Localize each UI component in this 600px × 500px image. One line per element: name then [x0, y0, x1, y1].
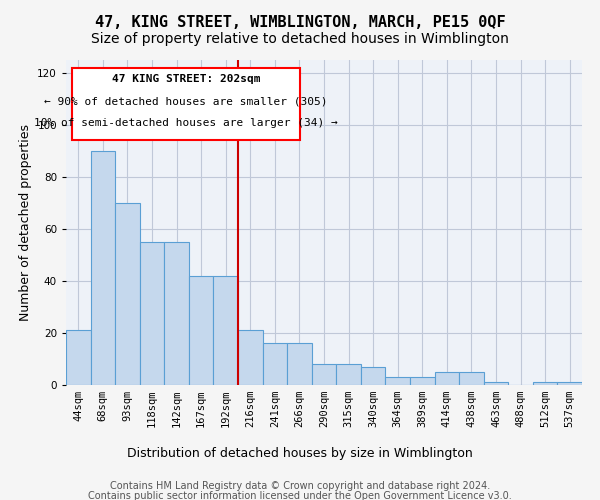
Text: 47 KING STREET: 202sqm: 47 KING STREET: 202sqm [112, 74, 260, 84]
Bar [557, 382, 582, 385]
Y-axis label: Number of detached properties: Number of detached properties [19, 124, 32, 321]
Bar [361, 367, 385, 385]
Text: Contains HM Land Registry data © Crown copyright and database right 2024.: Contains HM Land Registry data © Crown c… [110, 481, 490, 491]
Bar [410, 377, 434, 385]
Bar [385, 377, 410, 385]
Bar [484, 382, 508, 385]
Text: 10% of semi-detached houses are larger (34) →: 10% of semi-detached houses are larger (… [34, 118, 338, 128]
Text: Contains public sector information licensed under the Open Government Licence v3: Contains public sector information licen… [88, 491, 512, 500]
Bar [336, 364, 361, 385]
Text: Size of property relative to detached houses in Wimblington: Size of property relative to detached ho… [91, 32, 509, 46]
Text: Distribution of detached houses by size in Wimblington: Distribution of detached houses by size … [127, 448, 473, 460]
Bar [140, 242, 164, 385]
Bar [263, 344, 287, 385]
Bar [164, 242, 189, 385]
Bar [238, 330, 263, 385]
Text: 47, KING STREET, WIMBLINGTON, MARCH, PE15 0QF: 47, KING STREET, WIMBLINGTON, MARCH, PE1… [95, 15, 505, 30]
Bar [189, 276, 214, 385]
Bar [287, 344, 312, 385]
Bar [115, 203, 140, 385]
Bar [434, 372, 459, 385]
Text: ← 90% of detached houses are smaller (305): ← 90% of detached houses are smaller (30… [44, 96, 328, 106]
Bar [91, 151, 115, 385]
Bar [459, 372, 484, 385]
Bar [66, 330, 91, 385]
Bar [533, 382, 557, 385]
Bar [312, 364, 336, 385]
Bar [214, 276, 238, 385]
